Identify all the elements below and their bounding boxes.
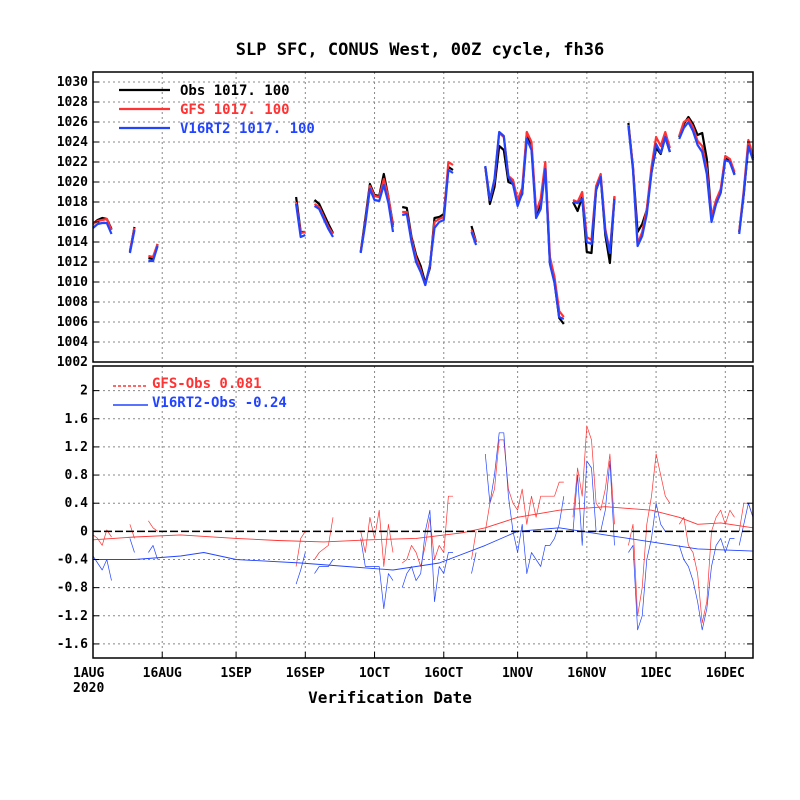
series-line-v16rt2 [470, 231, 478, 246]
y-tick-label: 1006 [57, 315, 88, 330]
series-line-v16rt2-obs-daily [92, 555, 112, 581]
legend-label: V16RT2 1017. 100 [180, 121, 315, 137]
x-tick-label: 16NOV [567, 666, 606, 681]
y-tick-label: 1022 [57, 155, 88, 170]
bottom-series-lines [92, 425, 754, 631]
series-line-obs [313, 199, 334, 234]
y-tick-label: 0 [80, 524, 88, 539]
series-line-v16rt2-obs-daily [148, 545, 158, 560]
legend-label: GFS-Obs 0.081 [152, 376, 262, 392]
y-tick-label: 1014 [57, 235, 88, 250]
series-line-gfs-obs-running-mean [92, 506, 754, 543]
series-line-gfs-obs-daily [572, 425, 615, 525]
series-line-v16rt2-obs-daily [628, 502, 670, 631]
top-plot-frame [92, 71, 754, 363]
x-tick-label: 16OCT [424, 666, 463, 681]
series-line-v16rt2 [313, 205, 334, 238]
y-tick-label: 1016 [57, 215, 88, 230]
series-line-v16rt2 [572, 175, 616, 255]
series-line-v16rt2-obs-daily [129, 538, 135, 553]
series-line-v16rt2 [627, 125, 671, 248]
y-tick-label: 1030 [57, 75, 88, 90]
series-line-v16rt2 [359, 183, 395, 254]
series-line-v16rt2 [678, 120, 736, 224]
y-tick-label: -1.6 [57, 637, 88, 652]
x-tick-label: 1NOV [502, 666, 533, 681]
legend-label: V16RT2-Obs -0.24 [152, 395, 287, 411]
bottom-gridlines [93, 366, 753, 658]
y-tick-label: 1018 [57, 195, 88, 210]
x-tick-label: 1DEC [640, 666, 671, 681]
y-tick-label: 1.2 [65, 440, 88, 455]
bottom-legend: GFS-Obs 0.081 V16RT2-Obs -0.24 [113, 376, 287, 411]
y-tick-label: 1020 [57, 175, 88, 190]
series-line-v16rt2 [128, 229, 136, 254]
series-line-v16rt2 [92, 221, 113, 235]
y-tick-label: 0.4 [65, 496, 89, 511]
series-line-v16rt2-obs-daily [360, 538, 394, 610]
y-tick-label: 2 [80, 384, 88, 399]
series-line-v16rt2 [148, 245, 159, 263]
x-tick-label: 16AUG [143, 666, 182, 681]
x-tick-label: 1AUG [73, 666, 104, 681]
series-line-v16rt2-obs-daily [471, 552, 477, 574]
series-line-v16rt2 [484, 130, 565, 321]
top-series-lines [92, 115, 755, 325]
series-line-gfs [402, 160, 454, 287]
series-line-gfs [678, 117, 736, 219]
series-line-v16rt2-obs-daily [738, 502, 754, 546]
series-line-v16rt2-obs-daily [295, 552, 306, 585]
series-line-v16rt2-obs-daily [484, 432, 565, 574]
y-tick-label: 1004 [57, 335, 88, 350]
y-tick-label: -1.2 [57, 609, 88, 624]
y-tick-label: 0.8 [65, 468, 89, 483]
series-line-gfs-obs-daily [295, 531, 306, 567]
x-tick-label: 1SEP [220, 666, 251, 681]
x-axis: 1AUG 16AUG 1SEP 16SEP 1OCT 16OCT 1NOV 16NOV 1DEC… [73, 652, 745, 681]
bottom-y-axis: -1.6 -1.2 -0.8 -0.4 0 0.4 0.8 1.2 1.6 2 [57, 384, 753, 652]
y-tick-label: 1.6 [65, 412, 89, 427]
x-axis-label: Verification Date [308, 688, 472, 707]
series-line-v16rt2-obs-daily [678, 538, 735, 631]
x-tick-label: 1OCT [359, 666, 390, 681]
y-tick-label: -0.8 [57, 581, 88, 596]
bottom-panel: -1.6 -1.2 -0.8 -0.4 0 0.4 0.8 1.2 1.6 2 GFS-Obs 0… [57, 365, 754, 659]
top-legend: Obs 1017. 100 GFS 1017. 100 V16RT2 1017. 1… [119, 83, 315, 137]
series-line-gfs-obs-daily [148, 520, 158, 532]
y-tick-label: 1026 [57, 115, 88, 130]
series-line-v16rt2-obs-running-mean [93, 527, 754, 571]
y-tick-label: 1024 [57, 135, 88, 150]
y-tick-label: 1012 [57, 255, 88, 270]
series-line-v16rt2-obs-daily [314, 559, 334, 574]
top-panel: 1002 1004 1006 1008 1010 1012 1014 1016 1018 1020… [57, 71, 755, 370]
y-tick-label: 1008 [57, 295, 88, 310]
year-label: 2020 [73, 681, 104, 696]
series-line-gfs-obs-daily [471, 531, 477, 560]
x-tick-label: 16SEP [286, 666, 325, 681]
bottom-plot-frame [92, 365, 754, 659]
top-y-axis: 1002 1004 1006 1008 1010 1012 1014 1016 1018 1020… [57, 75, 753, 370]
series-line-gfs-obs-daily [484, 439, 564, 532]
chart-title: SLP SFC, CONUS West, 00Z cycle, fh36 [236, 40, 604, 60]
series-line-gfs-obs-daily [678, 509, 735, 624]
legend-label: Obs 1017. 100 [180, 83, 290, 99]
series-line-gfs-obs-daily [314, 517, 334, 560]
series-line-gfs-obs-daily [628, 453, 671, 617]
legend-label: GFS 1017. 100 [180, 102, 290, 118]
series-line-gfs-obs-daily [360, 509, 394, 567]
y-tick-label: 1010 [57, 275, 88, 290]
series-line-gfs-obs-daily [92, 529, 112, 546]
series-line-v16rt2 [295, 203, 306, 239]
series-line-v16rt2 [401, 168, 454, 287]
y-tick-label: 1028 [57, 95, 88, 110]
y-tick-label: -0.4 [57, 552, 88, 567]
series-line-v16rt2 [738, 144, 755, 235]
x-tick-label: 16DEC [706, 666, 745, 681]
series-line-v16rt2-obs-daily [572, 460, 615, 546]
y-tick-label: 1002 [57, 355, 88, 370]
